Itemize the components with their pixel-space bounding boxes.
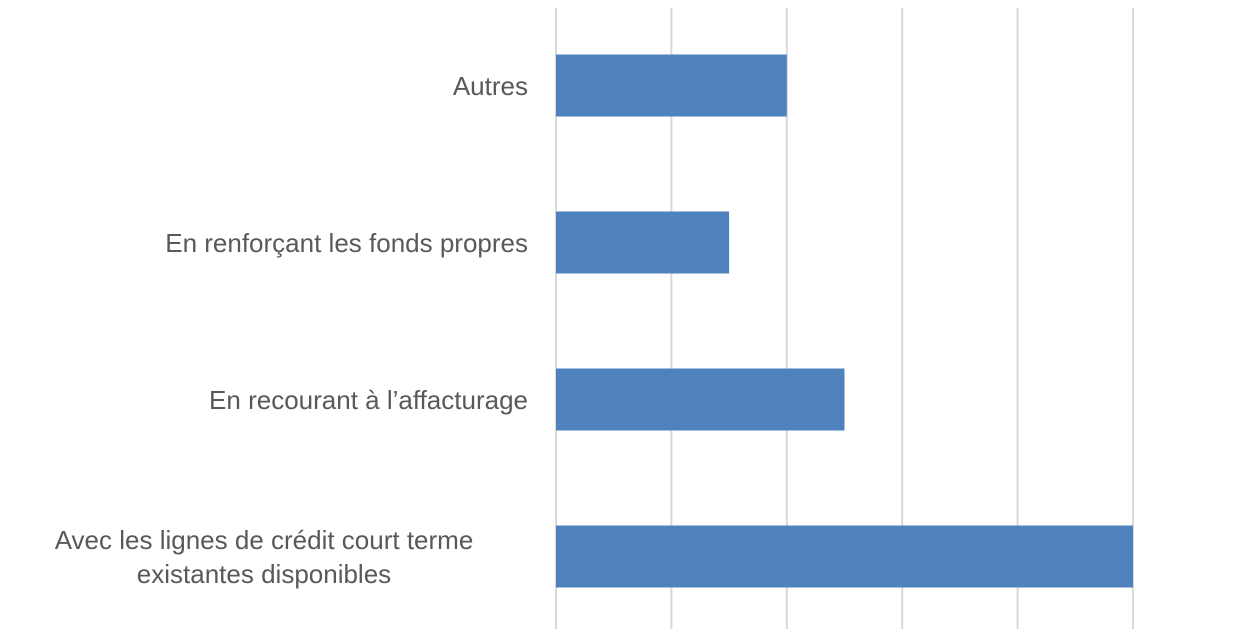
y-tick-label: Avec les lignes de crédit court terme ex… (54, 524, 474, 589)
bar (556, 525, 1133, 588)
bar (556, 368, 845, 431)
category-label-box: Avec les lignes de crédit court terme ex… (0, 523, 528, 591)
bar (556, 54, 787, 117)
y-tick-label: En renforçant les fonds propres (165, 227, 528, 258)
category-label-box: En recourant à l’affacturage (0, 383, 528, 417)
category-label-box: Autres (0, 69, 528, 103)
category-label-box: En renforçant les fonds propres (0, 226, 528, 260)
bar (556, 211, 730, 274)
y-tick-label: Autres (452, 70, 528, 101)
y-tick-label: En recourant à l’affacturage (209, 384, 528, 415)
